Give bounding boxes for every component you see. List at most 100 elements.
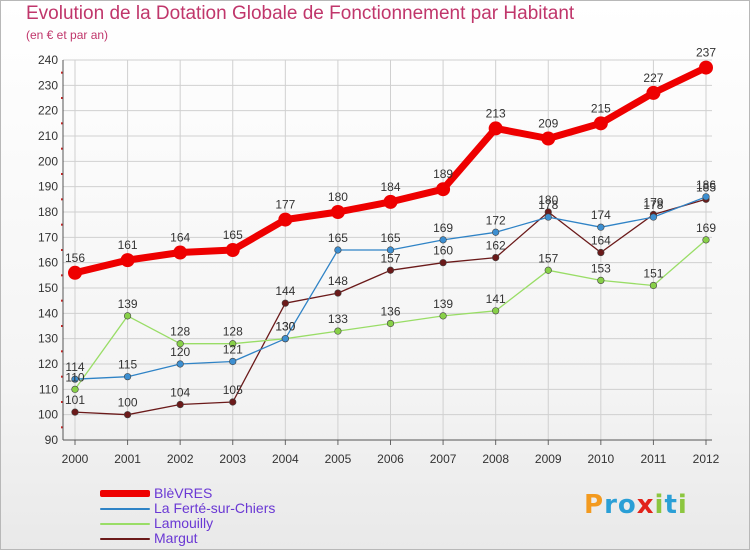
y-minor-tick — [61, 401, 63, 403]
data-point-0 — [436, 182, 451, 197]
data-label-2: 130 — [275, 320, 295, 334]
data-label-1: 169 — [433, 221, 453, 235]
x-tick-label: 2007 — [430, 452, 457, 466]
data-label-3: 144 — [275, 284, 295, 298]
y-tick-label: 100 — [38, 408, 58, 422]
data-point-1 — [597, 223, 605, 231]
data-label-0: 215 — [591, 101, 611, 115]
data-label-2: 110 — [65, 370, 84, 384]
data-label-1: 178 — [538, 198, 558, 212]
data-point-2 — [492, 307, 500, 315]
y-tick-label: 240 — [38, 53, 58, 67]
data-point-3 — [176, 400, 184, 409]
data-label-1: 186 — [696, 178, 716, 192]
logo-letter: x — [636, 490, 655, 520]
data-point-3 — [281, 299, 289, 307]
data-label-3: 160 — [433, 244, 453, 258]
y-minor-tick — [61, 350, 63, 353]
y-tick-label: 190 — [38, 180, 58, 194]
data-point-0 — [646, 85, 661, 100]
legend-label: BlèVRES — [154, 485, 213, 501]
y-tick-label: 130 — [38, 332, 58, 346]
y-tick-label: 110 — [39, 382, 58, 396]
y-minor-tick — [61, 173, 63, 175]
data-label-1: 165 — [328, 231, 348, 245]
data-point-0 — [278, 212, 293, 227]
data-point-3 — [597, 248, 605, 257]
data-label-1: 172 — [486, 213, 506, 227]
data-label-3: 148 — [328, 274, 348, 288]
axes: 90 100 110 120 130 140 150 160 170 180 190 200 210 22… — [38, 53, 720, 466]
data-point-2 — [123, 312, 132, 320]
x-tick-label: 2001 — [114, 452, 141, 466]
logo-letter: i — [677, 490, 688, 520]
data-label-0: 156 — [65, 251, 85, 265]
data-point-0 — [173, 245, 188, 260]
data-label-2: 139 — [118, 297, 138, 311]
data-label-2: 128 — [223, 325, 243, 339]
data-label-2: 153 — [591, 261, 611, 275]
data-point-3 — [229, 398, 237, 406]
data-label-0: 161 — [118, 238, 138, 252]
data-labels: 156 161 164 165 177 180 184 189 213 209 215 227 237 1… — [65, 46, 716, 410]
data-label-2: 151 — [643, 266, 663, 280]
data-point-0 — [488, 121, 503, 136]
data-label-1: 178 — [643, 198, 663, 212]
data-label-1: 174 — [591, 208, 611, 222]
data-point-3 — [71, 408, 79, 416]
y-tick-label: 210 — [38, 129, 58, 143]
y-tick-label: 170 — [38, 230, 58, 244]
x-tick-label: 2009 — [535, 452, 562, 466]
data-label-2: 139 — [433, 297, 453, 311]
legend-swatch — [100, 508, 150, 510]
data-point-1 — [176, 360, 184, 368]
data-point-2 — [386, 319, 395, 328]
data-point-2 — [649, 281, 658, 290]
logo-letter: i — [654, 490, 665, 520]
data-label-0: 180 — [328, 190, 348, 204]
data-label-1: 114 — [65, 360, 84, 374]
data-label-2: 136 — [380, 304, 400, 318]
data-label-1: 120 — [170, 345, 190, 359]
y-minor-tick — [61, 71, 63, 74]
data-label-1: 130 — [275, 320, 295, 334]
y-minor-tick — [61, 325, 63, 327]
y-tick-label: 120 — [38, 357, 58, 371]
data-label-3: 105 — [223, 383, 243, 397]
data-point-1 — [439, 236, 447, 244]
data-point-0 — [120, 253, 135, 268]
data-label-0: 213 — [486, 106, 506, 120]
data-label-3: 100 — [118, 396, 138, 410]
y-tick-label: 140 — [38, 306, 58, 320]
y-tick-label: 220 — [38, 104, 58, 118]
data-point-1 — [281, 335, 289, 343]
data-label-0: 189 — [433, 167, 453, 181]
logo-letter: r — [604, 490, 618, 520]
data-label-1: 115 — [118, 358, 137, 372]
legend-label: La Ferté-sur-Chiers — [154, 500, 276, 516]
x-tick-label: 2004 — [272, 452, 299, 466]
data-point-2 — [229, 340, 237, 348]
data-point-1 — [702, 193, 710, 201]
chart-subtitle: (en € et par an) — [26, 28, 109, 42]
data-label-1: 121 — [223, 342, 243, 356]
y-minor-tick — [61, 223, 63, 226]
legend-label: Lamouilly — [154, 515, 214, 531]
x-tick-label: 2005 — [325, 452, 352, 466]
legend-swatch — [100, 538, 150, 540]
data-point-0 — [330, 205, 345, 219]
data-point-2 — [334, 327, 342, 335]
data-point-3 — [123, 411, 132, 419]
y-minor-tick — [61, 198, 63, 201]
x-tick-label: 2003 — [219, 452, 246, 466]
y-tick-label: 200 — [38, 154, 58, 168]
data-point-2 — [702, 236, 710, 244]
y-minor-tick — [61, 122, 63, 125]
data-point-1 — [334, 246, 342, 254]
data-label-0: 177 — [275, 198, 295, 212]
y-minor-tick — [61, 299, 63, 302]
data-point-1 — [492, 228, 500, 236]
data-point-3 — [334, 289, 342, 297]
y-tick-label: 230 — [38, 78, 58, 92]
